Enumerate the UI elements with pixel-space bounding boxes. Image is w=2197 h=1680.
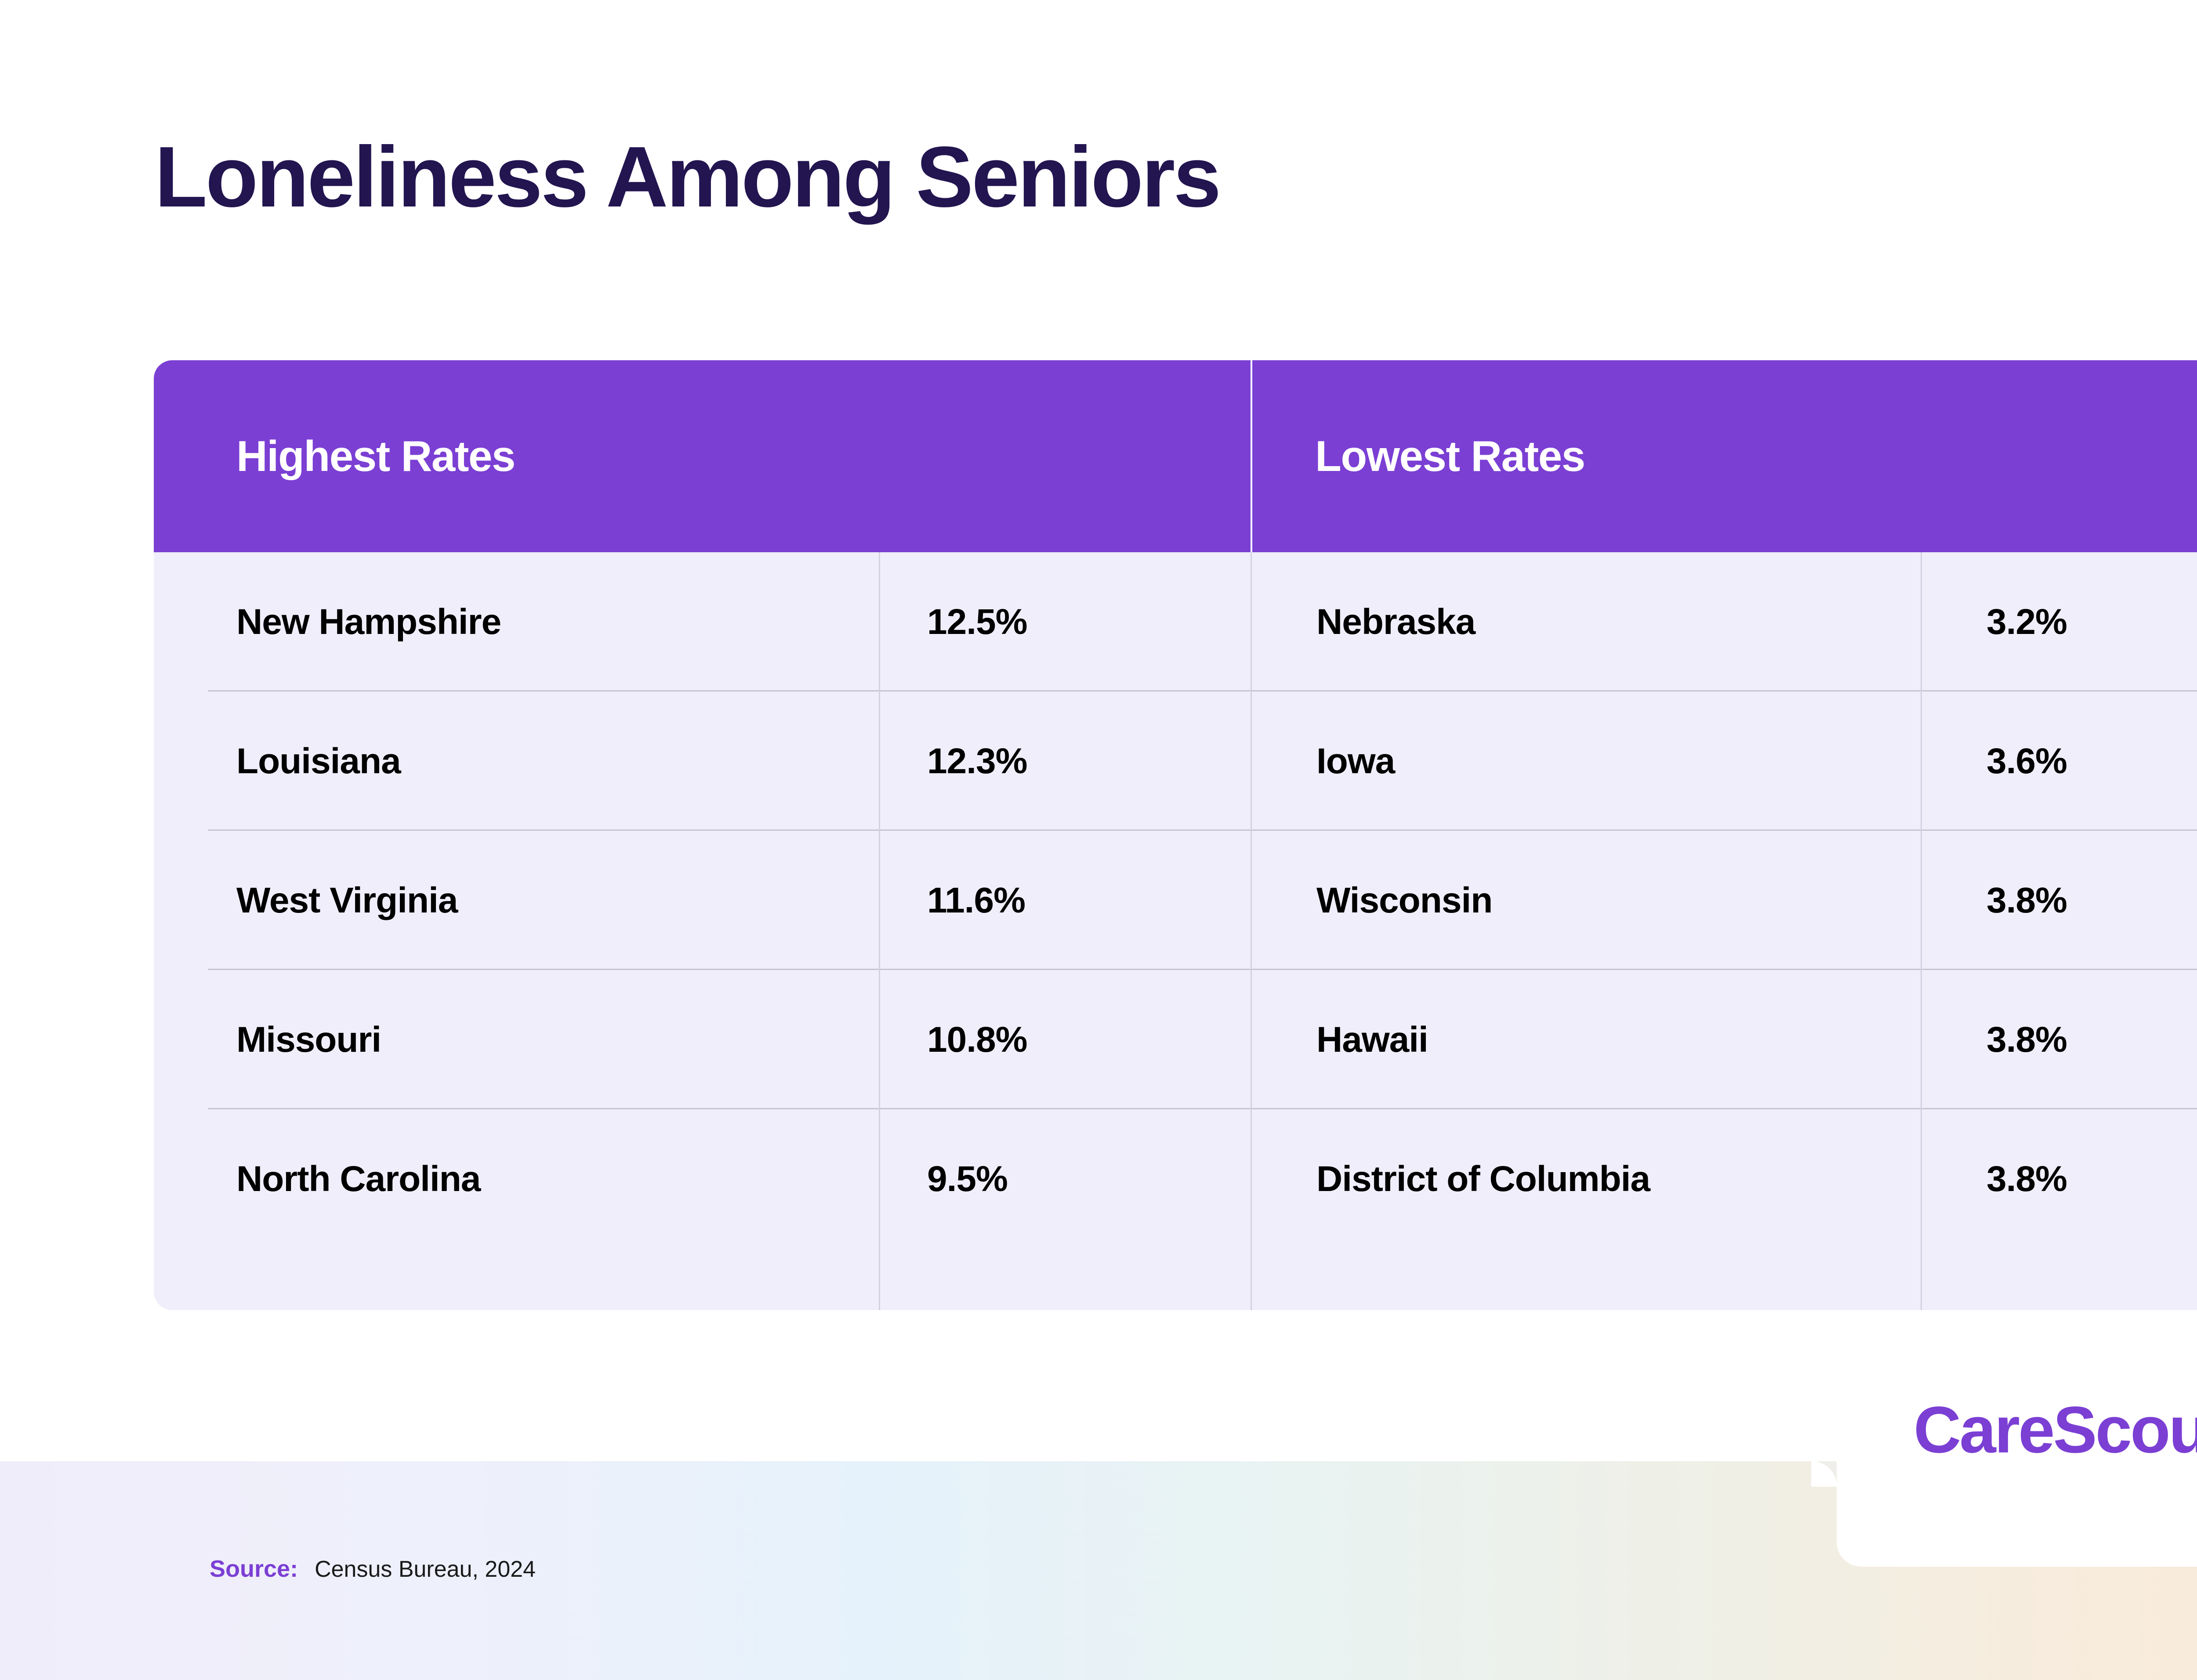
column-divider-3	[1921, 552, 1922, 1310]
source-label: Source:	[210, 1556, 298, 1582]
cell-highest-rate: 11.6%	[927, 880, 1026, 920]
cell-highest-state: North Carolina	[236, 1159, 481, 1199]
carescout-logo: CareScout®	[1914, 1392, 2197, 1468]
table-header-lowest-label: Lowest Rates	[1315, 432, 1585, 480]
cell-highest-rate: 12.5%	[927, 601, 1028, 642]
table-row: Missouri 10.8% Hawaii 3.8%	[154, 970, 2197, 1109]
cell-lowest-rate: 3.8%	[1987, 1019, 2067, 1060]
column-divider-2	[1251, 552, 1252, 1310]
row-separator	[208, 690, 2197, 692]
cell-lowest-rate: 3.8%	[1987, 880, 2067, 920]
table-row: North Carolina 9.5% District of Columbia…	[154, 1109, 2197, 1249]
table-header-highest: Highest Rates	[154, 360, 1251, 552]
cell-lowest-rate: 3.8%	[1987, 1159, 2067, 1199]
column-divider-1	[879, 552, 880, 1310]
cell-lowest-rate: 3.6%	[1987, 741, 2067, 781]
cell-highest-state: Louisiana	[236, 741, 401, 781]
table-header-highest-label: Highest Rates	[236, 432, 516, 480]
footer-gradient-band	[0, 1461, 2197, 1680]
row-separator	[208, 969, 2197, 970]
carescout-logo-wordmark: CareScout	[1914, 1393, 2197, 1466]
table-row: West Virginia 11.6% Wisconsin 3.8%	[154, 831, 2197, 970]
logo-notch	[1837, 1461, 2197, 1567]
cell-highest-state: New Hampshire	[236, 601, 501, 642]
cell-lowest-state: Nebraska	[1316, 601, 1476, 642]
page-title: Loneliness Among Seniors	[155, 129, 1221, 225]
row-separator	[208, 829, 2197, 831]
table-row: New Hampshire 12.5% Nebraska 3.2%	[154, 552, 2197, 692]
rates-table-card: Highest Rates Lowest Rates New Hampshire…	[154, 360, 2197, 1310]
table-row: Louisiana 12.3% Iowa 3.6%	[154, 692, 2197, 831]
cell-lowest-state: District of Columbia	[1316, 1159, 1650, 1199]
cell-highest-state: West Virginia	[236, 880, 458, 920]
row-separator	[208, 1108, 2197, 1109]
table-body: New Hampshire 12.5% Nebraska 3.2% Louisi…	[154, 552, 2197, 1310]
cell-highest-state: Missouri	[236, 1019, 381, 1060]
table-header-lowest: Lowest Rates	[1251, 360, 2197, 552]
cell-lowest-state: Wisconsin	[1316, 880, 1493, 920]
cell-lowest-state: Hawaii	[1316, 1019, 1428, 1060]
source-text: Census Bureau, 2024	[315, 1557, 536, 1582]
cell-lowest-rate: 3.2%	[1987, 601, 2067, 642]
cell-highest-rate: 10.8%	[927, 1019, 1028, 1060]
cell-highest-rate: 12.3%	[927, 741, 1028, 781]
header-center-divider	[1251, 360, 1252, 552]
cell-lowest-state: Iowa	[1316, 741, 1395, 781]
source-attribution: Source: Census Bureau, 2024	[210, 1555, 536, 1582]
table-header-row: Highest Rates Lowest Rates	[154, 360, 2197, 552]
logo-notch-corner-left	[1811, 1461, 1837, 1487]
cell-highest-rate: 9.5%	[927, 1159, 1008, 1199]
